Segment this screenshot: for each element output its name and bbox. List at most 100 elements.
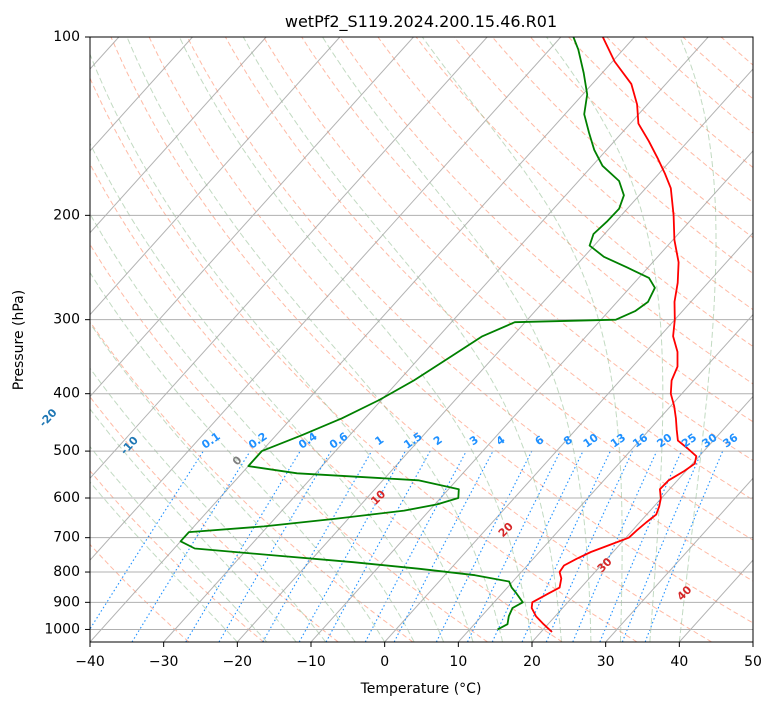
moist-adiabat (90, 445, 268, 642)
moist-adiabat (90, 367, 327, 642)
moist-adiabat-label: 0 (230, 453, 245, 468)
y-tick-label: 200 (53, 207, 80, 223)
y-tick-label: 500 (53, 443, 80, 459)
isotherm (457, 313, 753, 642)
mixing-ratio-line (90, 450, 204, 630)
mixing-ratio-label: 2 (431, 433, 445, 448)
y-tick-label: 900 (53, 594, 80, 610)
dry-adiabat (148, 37, 753, 624)
mixing-ratio-line (364, 450, 467, 642)
y-axis: 100 200 300 400 500 600 700 800 900 1000 (44, 29, 90, 637)
temperature-profile (530, 37, 698, 633)
isotherm (90, 37, 193, 152)
dewpoint-profile (179, 37, 656, 631)
mixing-ratio-line (467, 450, 561, 642)
isotherm (236, 68, 753, 642)
moist-adiabat (421, 37, 623, 642)
dry-adiabat-label: -10 (118, 434, 141, 458)
moist-adiabat (678, 37, 717, 642)
mixing-ratio-label: 0.2 (246, 430, 269, 452)
mixing-ratio-line (621, 450, 703, 642)
dry-adiabat (110, 37, 712, 642)
moist-adiabat (90, 481, 238, 642)
mixing-ratio-line (262, 450, 373, 642)
mixing-ratio-line (131, 450, 251, 642)
mixing-ratio-label: 13 (608, 431, 628, 450)
mixing-ratio-label: 8 (561, 433, 575, 448)
mixing-ratio-label: 6 (533, 433, 547, 448)
dry-adiabat (90, 543, 190, 642)
y-tick-label: 800 (53, 564, 80, 580)
dry-adiabat (415, 37, 753, 348)
mixing-ratio-line (572, 450, 658, 642)
y-tick-label: 100 (53, 29, 80, 45)
dry-adiabat (606, 37, 753, 169)
profiles (179, 37, 698, 633)
dry-adiabat (186, 37, 753, 582)
mixing-ratio-label: 25 (679, 431, 699, 450)
mixing-ratio-label: 4 (494, 433, 508, 448)
x-tick-label: −40 (75, 654, 105, 670)
dry-adiabat (263, 37, 753, 501)
chart-title: wetPf2_S119.2024.200.15.46.R01 (285, 12, 557, 32)
y-tick-label: 400 (53, 386, 80, 402)
dry-adiabat (644, 37, 753, 134)
dry-adiabat (377, 37, 753, 385)
pressure-grid (90, 37, 753, 630)
dry-adiabat (530, 37, 753, 239)
y-tick-label: 700 (53, 530, 80, 546)
isotherm (310, 150, 753, 642)
x-axis-label: Temperature (°C) (360, 681, 482, 697)
dry-adiabat (568, 37, 753, 203)
y-tick-label: 1000 (44, 621, 80, 637)
y-tick-label: 600 (53, 490, 80, 506)
mixing-ratio-line (298, 450, 406, 642)
moist-adiabat (322, 37, 592, 642)
y-tick-label: 300 (53, 312, 80, 328)
x-tick-label: 20 (523, 654, 541, 670)
mixing-ratio-label: 36 (720, 431, 740, 451)
isotherm (678, 559, 753, 642)
x-tick-label: −30 (149, 654, 179, 670)
moist-adiabat (90, 271, 386, 642)
moist-adiabat-label: 10 (368, 487, 388, 507)
dry-adiabat (682, 37, 753, 100)
mixing-ratio-label: 1 (372, 433, 386, 448)
mixing-ratio-label: 0.1 (199, 430, 222, 452)
moist-adiabat (90, 52, 474, 642)
moist-adiabat (242, 37, 562, 642)
dry-adiabat (90, 163, 563, 642)
x-tick-label: 10 (449, 654, 467, 670)
moist-adiabat (178, 37, 533, 642)
mixing-ratio-line (599, 450, 682, 642)
dry-adiabat (90, 76, 638, 642)
dry-adiabat (453, 37, 753, 311)
isotherm (384, 231, 753, 642)
isotherm (163, 37, 709, 642)
dry-adiabat-label: -20 (37, 406, 60, 430)
mixing-ratio-line (491, 450, 584, 642)
dry-adiabat (339, 37, 753, 423)
isotherm (90, 37, 562, 561)
dry-adiabat (90, 320, 414, 642)
isotherm (90, 37, 341, 316)
x-tick-label: 40 (670, 654, 688, 670)
mixing-ratio-label: 1.5 (401, 430, 424, 452)
dry-adiabat (720, 37, 753, 66)
dry-adiabat (90, 470, 264, 642)
dry-adiabat (759, 37, 775, 642)
x-axis: −40 −30 −20 −10 0 10 20 30 40 50 (75, 642, 762, 670)
mixing-ratio-line (644, 450, 724, 642)
mixing-ratio-label: 20 (654, 431, 674, 451)
line-labels: -100-90-80-70-60-50-40-30-20-100.10.20.4… (37, 406, 741, 603)
isotherm (90, 37, 488, 480)
background-lines (90, 37, 775, 642)
moist-adiabat (90, 322, 356, 642)
isotherm (605, 477, 753, 642)
moist-adiabat-label: 20 (496, 520, 516, 540)
moist-adiabat-label: 40 (674, 583, 694, 603)
isotherm (752, 641, 753, 642)
dry-adiabat (90, 243, 488, 642)
mixing-ratio-label: 10 (581, 431, 601, 451)
